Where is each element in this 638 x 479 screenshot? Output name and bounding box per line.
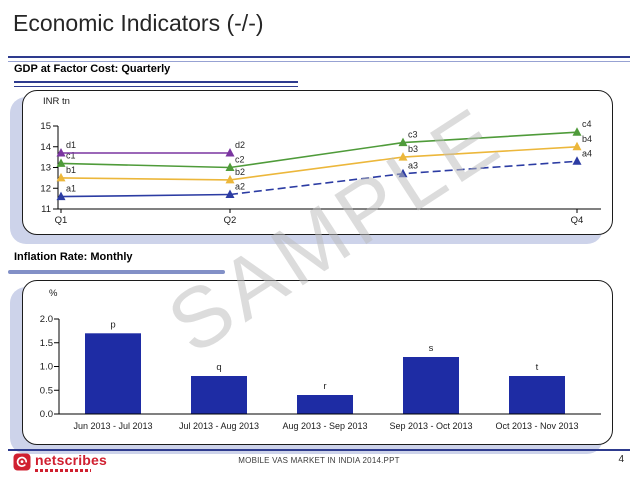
svg-text:c1: c1 (66, 150, 76, 160)
svg-text:15: 15 (40, 121, 51, 132)
netscribes-logo-icon (13, 453, 31, 476)
svg-text:1.5: 1.5 (40, 338, 53, 349)
bar-t: t Oct 2013 - Nov 2013 (495, 362, 578, 431)
svg-text:Q2: Q2 (224, 215, 237, 226)
gdp-chart-box: INR tn 15 14 13 12 11 Q1 Q2 Q4 a1 a2 a3 a4 b1 b2 b3 b4 c1… (22, 90, 613, 235)
svg-text:b1: b1 (66, 165, 76, 175)
footer-separator (8, 449, 630, 451)
svg-text:q: q (216, 362, 221, 373)
section-header-inflation: Inflation Rate: Monthly (14, 251, 133, 263)
netscribes-logo: netscribes (13, 453, 107, 476)
svg-text:a1: a1 (66, 184, 76, 194)
svg-text:b4: b4 (582, 134, 592, 144)
svg-text:b3: b3 (408, 144, 418, 154)
svg-text:Q1: Q1 (55, 215, 68, 226)
svg-text:a3: a3 (408, 161, 418, 171)
series-a-line: a1 a2 a3 a4 (56, 148, 592, 201)
svg-text:d2: d2 (235, 140, 245, 150)
section-underline-inflation (8, 270, 225, 274)
svg-text:c4: c4 (582, 119, 592, 129)
svg-text:11: 11 (41, 204, 51, 215)
series-d-line: d1 d2 (56, 140, 245, 157)
svg-text:2.0: 2.0 (40, 314, 53, 325)
section-header-gdp: GDP at Factor Cost: Quarterly (14, 63, 171, 75)
svg-text:a4: a4 (582, 148, 592, 158)
svg-text:c3: c3 (408, 130, 418, 140)
footer-title: MOBILE VAS MARKET IN INDIA 2014.PPT (238, 456, 400, 465)
svg-text:13: 13 (40, 163, 51, 174)
svg-text:Jul 2013 - Aug 2013: Jul 2013 - Aug 2013 (179, 421, 259, 431)
svg-text:d1: d1 (66, 140, 76, 150)
svg-text:Oct 2013 - Nov 2013: Oct 2013 - Nov 2013 (495, 421, 578, 431)
svg-text:INR tn: INR tn (43, 96, 70, 107)
bar-r: r Aug 2013 - Sep 2013 (282, 381, 367, 431)
bar-p: p Jun 2013 - Jul 2013 (73, 319, 152, 431)
svg-text:Q4: Q4 (571, 215, 584, 226)
inflation-bar-chart: % 2.0 1.5 1.0 0.5 0.0 p Jun 2013 - Jul 2013 q Jul… (40, 288, 601, 431)
svg-text:p: p (110, 319, 115, 330)
svg-text:0.0: 0.0 (40, 409, 53, 420)
section-underline-gdp (14, 81, 298, 87)
svg-text:14: 14 (40, 142, 51, 153)
svg-text:0.5: 0.5 (40, 385, 53, 396)
series-b-line: b1 b2 b3 b4 (56, 134, 592, 184)
svg-text:c2: c2 (235, 155, 245, 165)
bar-s: s Sep 2013 - Oct 2013 (389, 343, 472, 431)
svg-text:a2: a2 (235, 182, 245, 192)
series-c-line: c1 c2 c3 c4 (56, 119, 592, 171)
svg-text:Aug 2013 - Sep 2013: Aug 2013 - Sep 2013 (282, 421, 367, 431)
page-number: 4 (618, 454, 624, 465)
svg-text:%: % (49, 288, 58, 299)
netscribes-logo-tagline (35, 469, 91, 472)
svg-text:s: s (429, 343, 434, 354)
svg-text:b2: b2 (235, 167, 245, 177)
svg-text:12: 12 (40, 183, 51, 194)
bar-q: q Jul 2013 - Aug 2013 (179, 362, 259, 431)
svg-text:Jun 2013 - Jul 2013: Jun 2013 - Jul 2013 (73, 421, 152, 431)
netscribes-logo-text: netscribes (35, 452, 108, 468)
svg-text:r: r (323, 381, 326, 392)
page-title: Economic Indicators (-/-) (13, 10, 264, 36)
inflation-chart-box: % 2.0 1.5 1.0 0.5 0.0 p Jun 2013 - Jul 2013 q Jul… (22, 280, 613, 445)
svg-text:t: t (536, 362, 539, 373)
svg-text:Sep 2013 - Oct 2013: Sep 2013 - Oct 2013 (389, 421, 472, 431)
title-separator (8, 56, 630, 62)
svg-text:1.0: 1.0 (40, 362, 53, 373)
